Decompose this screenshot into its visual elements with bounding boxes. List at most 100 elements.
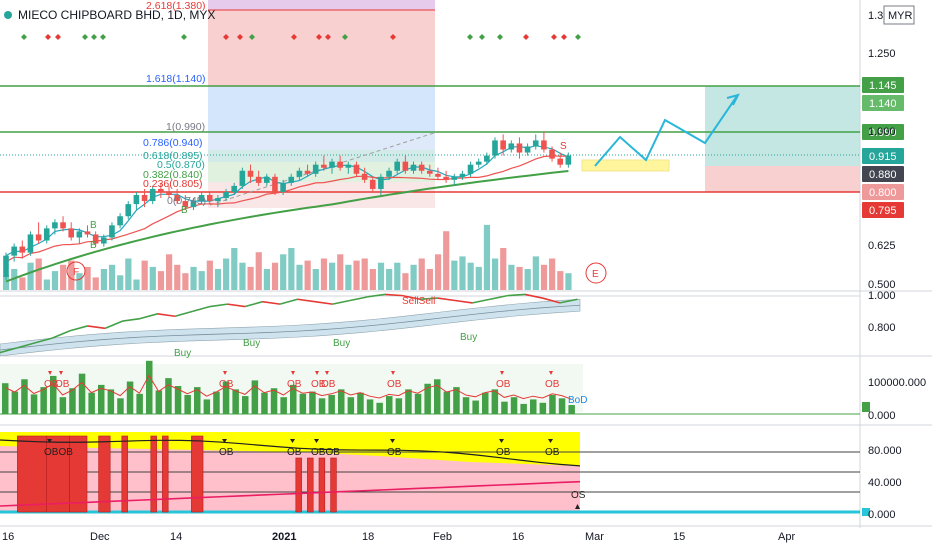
signal-diamond — [55, 34, 61, 40]
p2-signal-line — [297, 298, 316, 303]
p4-os-label: OS — [571, 490, 586, 501]
signal-diamond — [497, 34, 503, 40]
p2-signal-line — [227, 303, 246, 308]
signal-diamond — [82, 34, 88, 40]
p3-bar — [280, 397, 287, 414]
candle-body — [321, 164, 327, 168]
candle-body — [174, 195, 180, 202]
buy-marker-b: B — [90, 240, 97, 251]
p3-bar — [453, 387, 460, 414]
p3-bar — [11, 391, 19, 414]
p4-down-marker — [222, 439, 227, 443]
signal-diamond — [479, 34, 485, 40]
volume-bar — [43, 279, 50, 290]
p3-ob-label: OB — [496, 379, 511, 390]
candle-body — [451, 176, 458, 180]
p2-signal-line — [244, 300, 263, 308]
price-tick-5: 0.500 — [868, 279, 896, 291]
p3-bar — [50, 375, 57, 414]
p4-down-marker — [47, 439, 52, 443]
candle-body — [500, 140, 506, 150]
volume-bar — [532, 256, 539, 290]
volume-bar — [418, 258, 425, 290]
candle-body — [402, 161, 409, 171]
p2-signal-line — [209, 303, 228, 308]
candle-body — [345, 164, 352, 168]
p3-bar — [126, 381, 134, 414]
oscillator-panel-2[interactable]: Buy Buy Buy Buy SellSell — [0, 293, 860, 359]
p3-bar — [40, 387, 47, 414]
p3-bar — [414, 393, 422, 414]
fib-label-1618: 1.618(1.140) — [146, 73, 206, 85]
p2-signal-line — [367, 293, 386, 298]
p2-signal-line — [332, 299, 351, 305]
p3-down-marker — [48, 371, 52, 375]
buy-marker-b: B — [181, 205, 188, 216]
signal-diamond — [100, 34, 106, 40]
fib-label-786: 0.786(0.940) — [143, 137, 203, 149]
p3-tick-1: 100000.000 — [868, 377, 926, 389]
fib-zone-236 — [208, 182, 435, 208]
fib-zone-786 — [208, 132, 435, 150]
p2-buy-label: Buy — [460, 332, 477, 343]
grid-layer — [0, 85, 860, 206]
candle-body — [516, 143, 523, 153]
volume-bar — [60, 264, 67, 290]
p3-bar — [232, 389, 239, 414]
candle-layer[interactable] — [3, 131, 572, 280]
time-label-6: Feb — [433, 531, 452, 543]
currency-box[interactable] — [883, 5, 915, 25]
candle-body — [223, 191, 229, 199]
volume-bar — [35, 258, 42, 290]
p3-bar — [376, 402, 383, 414]
volume-bar — [239, 262, 246, 290]
p3-ob-label: OB — [55, 379, 70, 390]
p2-signal-line — [87, 325, 106, 330]
p2-signal-line — [279, 298, 298, 305]
time-label-7: 16 — [512, 531, 524, 543]
fib-zone-top — [208, 0, 435, 10]
candle-body — [524, 146, 531, 153]
p3-bar — [347, 397, 355, 414]
price-badge-text: 0.800 — [869, 187, 897, 199]
p3-bar — [117, 398, 124, 414]
p3-bar — [309, 391, 316, 414]
p3-bar — [510, 397, 518, 414]
time-label-5: 18 — [362, 531, 374, 543]
p3-ob-label: OB — [287, 379, 302, 390]
candle-body — [239, 170, 246, 186]
volume-bar — [410, 264, 417, 290]
moving-average-layer — [5, 145, 569, 283]
p3-bar — [424, 383, 431, 414]
p3-down-marker — [549, 371, 553, 375]
p4-red-bar — [17, 435, 47, 513]
p3-ob-label: OB — [44, 379, 59, 390]
candle-body — [532, 140, 539, 147]
fib-zone-red — [208, 10, 435, 87]
p3-bar — [78, 373, 86, 414]
time-label-2: Dec — [90, 531, 110, 543]
price-axis[interactable]: 1.145 1.140 0.990 0.915 0.880 0.800 0.795 — [862, 77, 904, 516]
p3-bar — [2, 383, 9, 414]
p2-signal-line — [104, 320, 123, 330]
candle-body — [141, 195, 148, 202]
p2-band — [0, 298, 581, 357]
p4-red-bar — [69, 435, 88, 513]
fib-label-1: 1(0.990) — [166, 121, 205, 133]
candle-body — [435, 173, 441, 177]
p4-down-marker — [314, 439, 319, 443]
p3-down-marker — [500, 371, 504, 375]
p2-signal-line — [262, 300, 281, 305]
entry-zone-yellow — [581, 159, 670, 172]
status-dot — [4, 11, 12, 19]
p3-bar — [59, 397, 67, 414]
volume-bar — [3, 275, 10, 290]
time-label-4: 2021 — [272, 531, 296, 543]
p3-bar — [213, 391, 220, 414]
p3-bar — [328, 394, 335, 414]
zone-layer — [208, 0, 860, 208]
